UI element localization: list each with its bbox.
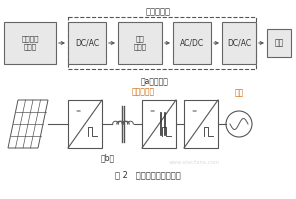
FancyArrowPatch shape (214, 42, 218, 44)
Bar (118, 22, 162, 64)
Text: 太阳能电
池阵列: 太阳能电 池阵列 (21, 36, 39, 50)
Text: =: = (75, 109, 80, 114)
Text: =: = (191, 109, 196, 114)
Bar (222, 22, 256, 64)
FancyArrowPatch shape (259, 42, 263, 44)
Text: 图 2   高频变压器隔离方式: 图 2 高频变压器隔离方式 (115, 171, 181, 179)
Text: www.elecfans.com: www.elecfans.com (169, 161, 221, 166)
Text: 并网逆变器: 并网逆变器 (146, 8, 170, 17)
FancyArrowPatch shape (165, 42, 169, 44)
Bar (68, 100, 102, 148)
FancyArrowPatch shape (109, 42, 114, 44)
FancyArrowPatch shape (59, 42, 64, 44)
Bar (68, 22, 106, 64)
Text: （a）原理图: （a）原理图 (141, 77, 169, 87)
Text: （b）: （b） (101, 153, 115, 163)
Text: 高频变压器: 高频变压器 (131, 88, 155, 97)
Bar (267, 29, 291, 57)
Text: 电网: 电网 (274, 38, 284, 48)
Text: =: = (149, 109, 154, 114)
Text: DC/AC: DC/AC (75, 38, 99, 48)
Text: DC/AC: DC/AC (227, 38, 251, 48)
Bar (4, 22, 56, 64)
Bar (68, 17, 256, 69)
Text: AC/DC: AC/DC (180, 38, 204, 48)
Text: 高频
变压器: 高频 变压器 (133, 36, 147, 50)
Polygon shape (8, 100, 48, 148)
Bar (173, 22, 211, 64)
Bar (142, 100, 176, 148)
Bar (184, 100, 218, 148)
Text: 电网: 电网 (234, 89, 244, 98)
